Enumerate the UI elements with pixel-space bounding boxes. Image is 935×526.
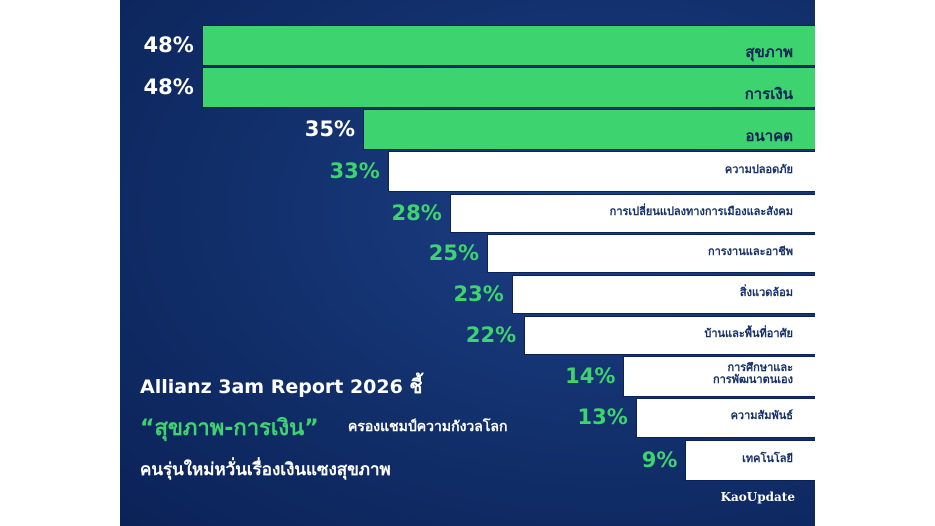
bar xyxy=(487,234,815,273)
bar xyxy=(201,25,815,66)
value-label: 9% xyxy=(641,447,678,472)
value-label: 48% xyxy=(143,32,194,57)
title-highlight: “สุขภาพ-การเงิน” xyxy=(140,416,319,441)
bar xyxy=(685,440,815,481)
title-line: คนรุ่นใหม่หวั่นเรื่องเงินแซงสุขภาพ xyxy=(140,460,391,480)
title-line: ครองแชมป์ความกังวลโลก xyxy=(348,419,508,435)
bar xyxy=(623,356,815,397)
category-label: เทคโนโลยี xyxy=(742,451,793,465)
chart-panel: Allianz 3am Report 2026 ชี้ “สุขภาพ-การเ… xyxy=(120,0,815,526)
source: KaoUpdate xyxy=(720,490,795,504)
bar xyxy=(524,316,815,355)
value-label: 13% xyxy=(577,405,628,429)
value-label: 14% xyxy=(565,363,616,388)
category-label: การศึกษาและ การพัฒนาตนเอง xyxy=(712,360,793,387)
value-label: 28% xyxy=(391,200,442,225)
value-label: 33% xyxy=(329,158,380,183)
category-label: การเงิน xyxy=(744,85,793,103)
category-label: บ้านและพื้นที่อาศัย xyxy=(704,326,793,340)
category-label: อนาคต xyxy=(745,127,793,145)
category-label: สุขภาพ xyxy=(745,43,793,61)
value-label: 35% xyxy=(304,116,355,141)
value-label: 48% xyxy=(143,74,194,99)
title-line: Allianz 3am Report 2026 ชี้ xyxy=(140,376,423,398)
category-label: การงานและอาชีพ xyxy=(707,244,793,258)
bar xyxy=(387,151,815,192)
value-label: 23% xyxy=(453,281,504,306)
bar xyxy=(635,398,815,438)
bar xyxy=(449,194,815,233)
value-label: 22% xyxy=(465,322,517,347)
value-label: 25% xyxy=(428,240,479,265)
bar xyxy=(511,275,815,314)
category-label: ความปลอดภัย xyxy=(724,162,793,176)
bar xyxy=(201,67,815,108)
category-label: สิ่งแวดล้อม xyxy=(739,285,793,299)
bar xyxy=(363,109,815,150)
category-label: การเปลี่ยนแปลงทางการเมืองและสังคม xyxy=(609,204,793,218)
category-label: ความสัมพันธ์ xyxy=(730,409,793,422)
